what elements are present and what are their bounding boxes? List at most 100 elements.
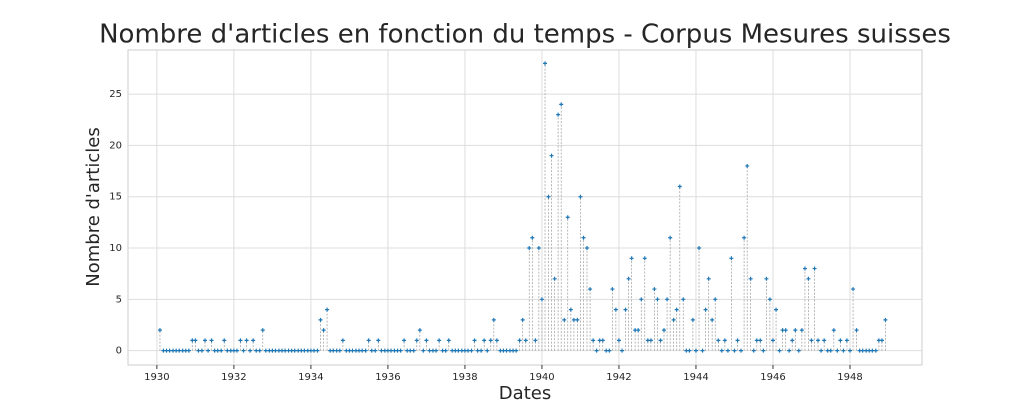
marker bbox=[520, 317, 525, 322]
marker bbox=[424, 338, 429, 343]
marker bbox=[485, 348, 490, 353]
marker bbox=[761, 348, 766, 353]
marker bbox=[710, 317, 715, 322]
marker bbox=[713, 297, 718, 302]
marker bbox=[257, 348, 262, 353]
marker bbox=[388, 348, 393, 353]
marker bbox=[260, 328, 265, 333]
marker bbox=[203, 338, 208, 343]
marker bbox=[523, 338, 528, 343]
marker bbox=[719, 348, 724, 353]
marker bbox=[350, 348, 355, 353]
marker bbox=[434, 348, 439, 353]
marker bbox=[325, 307, 330, 312]
marker bbox=[472, 338, 477, 343]
plot-area: 0 5 10 15 20 25 1930 1932 1934 1936 1938 1940 1942 19… bbox=[109, 49, 923, 383]
marker bbox=[398, 348, 403, 353]
marker bbox=[488, 338, 493, 343]
marker bbox=[360, 348, 365, 353]
marker bbox=[408, 348, 413, 353]
marker bbox=[199, 348, 204, 353]
marker bbox=[219, 348, 224, 353]
marker bbox=[539, 297, 544, 302]
marker bbox=[767, 297, 772, 302]
marker bbox=[725, 348, 730, 353]
marker bbox=[809, 338, 814, 343]
marker bbox=[273, 348, 278, 353]
marker bbox=[677, 184, 682, 189]
marker bbox=[337, 348, 342, 353]
x-tick-label: 1932 bbox=[221, 372, 246, 383]
marker bbox=[443, 348, 448, 353]
marker bbox=[777, 348, 782, 353]
marker bbox=[851, 287, 856, 292]
y-axis-label: Nombre d'articles bbox=[83, 127, 104, 286]
marker bbox=[491, 317, 496, 322]
marker bbox=[321, 328, 326, 333]
plot-frame bbox=[127, 49, 923, 366]
marker bbox=[668, 235, 673, 240]
marker bbox=[819, 348, 824, 353]
marker bbox=[764, 276, 769, 281]
marker bbox=[732, 348, 737, 353]
marker bbox=[581, 235, 586, 240]
marker bbox=[639, 297, 644, 302]
marker bbox=[421, 348, 426, 353]
marker bbox=[799, 328, 804, 333]
marker bbox=[504, 348, 509, 353]
marker bbox=[729, 256, 734, 261]
marker bbox=[292, 348, 297, 353]
marker bbox=[658, 338, 663, 343]
marker bbox=[783, 328, 788, 333]
marker bbox=[533, 338, 538, 343]
marker bbox=[706, 276, 711, 281]
marker bbox=[331, 348, 336, 353]
marker bbox=[831, 328, 836, 333]
marker bbox=[414, 338, 419, 343]
marker bbox=[616, 338, 621, 343]
marker bbox=[193, 338, 198, 343]
marker bbox=[302, 348, 307, 353]
marker bbox=[655, 297, 660, 302]
x-tick-label: 1936 bbox=[375, 372, 400, 383]
marker bbox=[591, 338, 596, 343]
marker bbox=[652, 287, 657, 292]
marker bbox=[671, 317, 676, 322]
marker bbox=[873, 348, 878, 353]
marker bbox=[742, 235, 747, 240]
x-tick-label: 1948 bbox=[837, 372, 862, 383]
marker bbox=[758, 338, 763, 343]
marker bbox=[838, 338, 843, 343]
marker bbox=[446, 338, 451, 343]
marker bbox=[722, 338, 727, 343]
marker bbox=[546, 194, 551, 199]
marker bbox=[469, 348, 474, 353]
y-tick-label: 5 bbox=[116, 294, 122, 305]
marker bbox=[610, 287, 615, 292]
marker bbox=[835, 348, 840, 353]
marker bbox=[559, 102, 564, 107]
marker bbox=[796, 348, 801, 353]
marker bbox=[311, 348, 316, 353]
marker bbox=[565, 215, 570, 220]
x-tick-label: 1944 bbox=[683, 372, 708, 383]
marker bbox=[607, 348, 612, 353]
marker bbox=[739, 348, 744, 353]
marker bbox=[751, 348, 756, 353]
marker bbox=[437, 338, 442, 343]
marker bbox=[373, 348, 378, 353]
marker bbox=[802, 266, 807, 271]
marker bbox=[847, 348, 852, 353]
marker bbox=[254, 348, 259, 353]
marker bbox=[482, 338, 487, 343]
marker bbox=[870, 348, 875, 353]
marker bbox=[841, 348, 846, 353]
marker bbox=[196, 348, 201, 353]
chart-title: Nombre d'articles en fonction du temps -… bbox=[99, 20, 951, 50]
marker bbox=[318, 317, 323, 322]
marker bbox=[206, 348, 211, 353]
marker bbox=[693, 348, 698, 353]
marker bbox=[402, 338, 407, 343]
marker bbox=[248, 348, 253, 353]
